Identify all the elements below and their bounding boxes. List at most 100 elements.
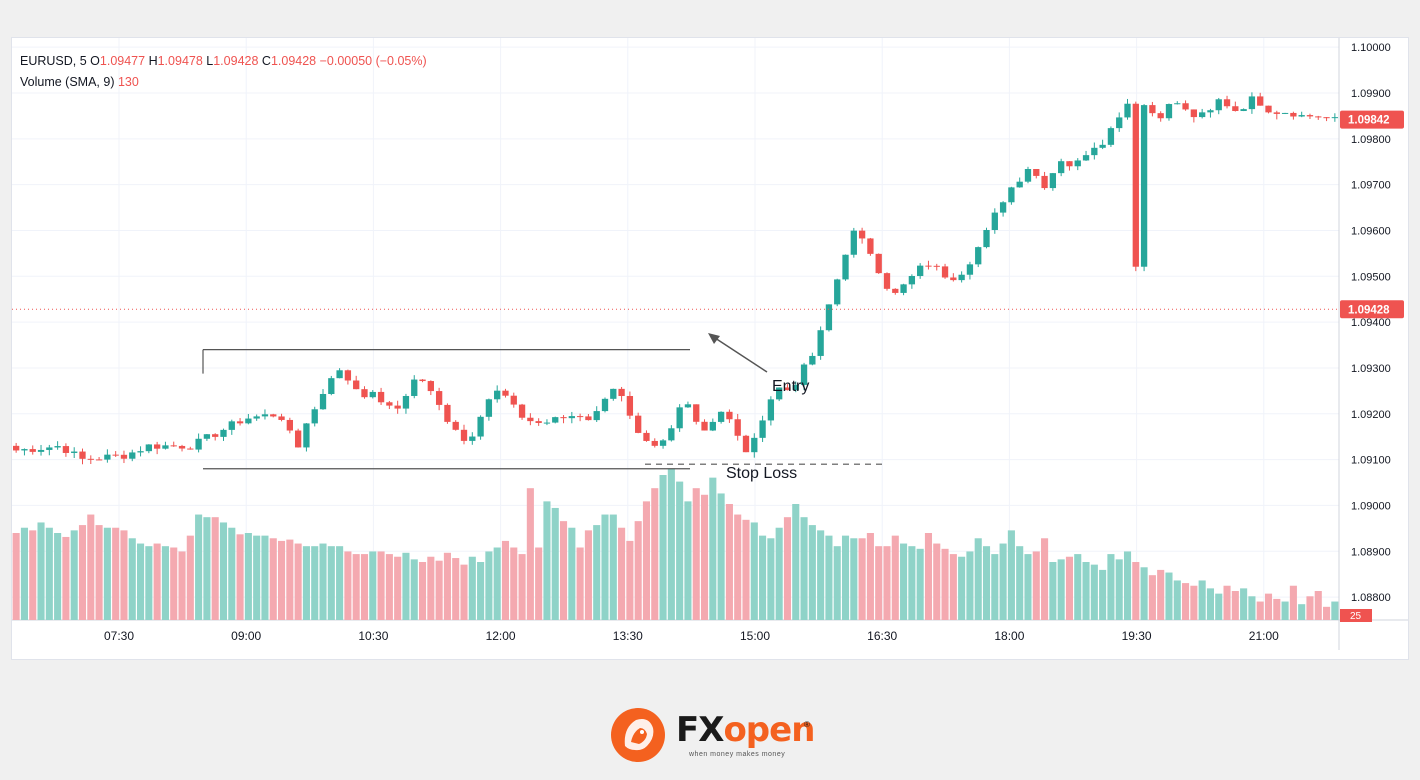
candle-body [651,440,658,446]
price-tick-label: 1.09900 [1351,88,1391,100]
volume-bar [609,514,617,620]
candle-body [626,396,634,416]
candle-body [1248,96,1256,110]
candle-body [1049,173,1057,189]
candle-body [1082,155,1090,161]
candle-body [1091,147,1098,156]
volume-bar [1140,567,1148,620]
candle-body [941,266,949,278]
candle-body [1315,116,1322,118]
price-tick-label: 1.09800 [1351,134,1391,146]
candle-body [568,416,575,419]
candle-body [95,459,103,461]
volume-bar [991,554,999,620]
volume-bar [261,535,269,620]
volume-bar [833,546,841,620]
candle-body [999,202,1007,213]
candle-body [792,384,799,391]
volume-bar [858,538,866,620]
candle-body [751,437,758,453]
candle-body [386,402,393,406]
volume-bar [236,534,244,620]
volume-bar [1273,598,1281,620]
volume-bar [825,535,833,620]
candle-body [1331,117,1339,119]
candle-body [1174,103,1181,105]
volume-bar [501,540,510,620]
time-tick-label: 16:30 [867,629,897,643]
candle-body [518,404,526,418]
volume-bar [1323,606,1331,620]
candle-body [560,417,567,419]
volume-bar [642,501,651,620]
volume-bar [443,552,451,620]
candle-body [875,253,882,274]
candle-body [701,421,708,431]
volume-bar [485,551,493,620]
candle-body [253,416,260,419]
candle-body [1016,181,1023,188]
price-tick-label: 1.09200 [1351,409,1391,421]
candle-body [759,420,766,438]
volume-bar [1074,554,1082,620]
candle-body [1290,112,1297,117]
volume-bar [1289,585,1297,620]
volume-bar [311,546,319,620]
candle-body [668,428,675,441]
volume-bar [37,522,45,620]
candle-body [452,421,459,430]
candle-body [527,417,534,422]
volume-bar [526,488,534,620]
close-label: C [261,54,271,68]
candle-body [933,265,940,267]
candle-body [825,304,833,331]
candle-body [1024,168,1032,182]
candle-body [54,446,61,448]
price-tick-label: 1.09500 [1351,271,1391,283]
volume-bar [1231,591,1239,620]
volume-bar [1173,580,1181,620]
volume-bar [808,525,816,620]
volume-bar [1165,572,1173,620]
volume-bar [1198,580,1206,620]
volume-bar [54,533,62,620]
volume-bar [850,538,858,620]
volume-bar [145,546,153,620]
volume-bar [377,551,385,620]
volume-bar [186,535,194,620]
candle-body [286,419,293,431]
candle-body [394,405,401,409]
candle-body [145,444,152,452]
candle-body [767,399,775,421]
tiger-emblem-icon [611,708,665,762]
candle-body [1190,109,1198,118]
volume-bar [717,493,725,620]
candle-body [900,284,907,293]
candle-body [1033,168,1040,176]
candle-body [684,404,692,408]
volume-bar [700,494,709,620]
price-tick-label: 1.08800 [1351,592,1391,604]
candle-body [1257,96,1264,106]
volume-bar [1240,588,1248,620]
close-value: 1.09428 [270,54,317,68]
candle-body [112,454,119,456]
candle-body [510,395,517,405]
candle-body [460,429,468,441]
volume-bar [344,551,352,620]
volume-bar [195,514,203,620]
candle-body [212,434,219,437]
candle-body [842,254,849,280]
candlestick-chart[interactable]: 1.10000 1.09900 1.09800 1.09700 1.09600 1.095… [0,0,1420,660]
candle-body [1066,161,1073,167]
candle-body [278,416,285,420]
candle-body [742,435,750,453]
volume-bar [792,504,800,620]
volume-bar [178,551,186,620]
volume-bar [667,468,675,620]
volume-bar [949,554,957,620]
logo-open: open [723,710,815,750]
volume-bar [1057,559,1065,620]
candle-body [1298,115,1305,117]
candle-body [336,370,343,379]
